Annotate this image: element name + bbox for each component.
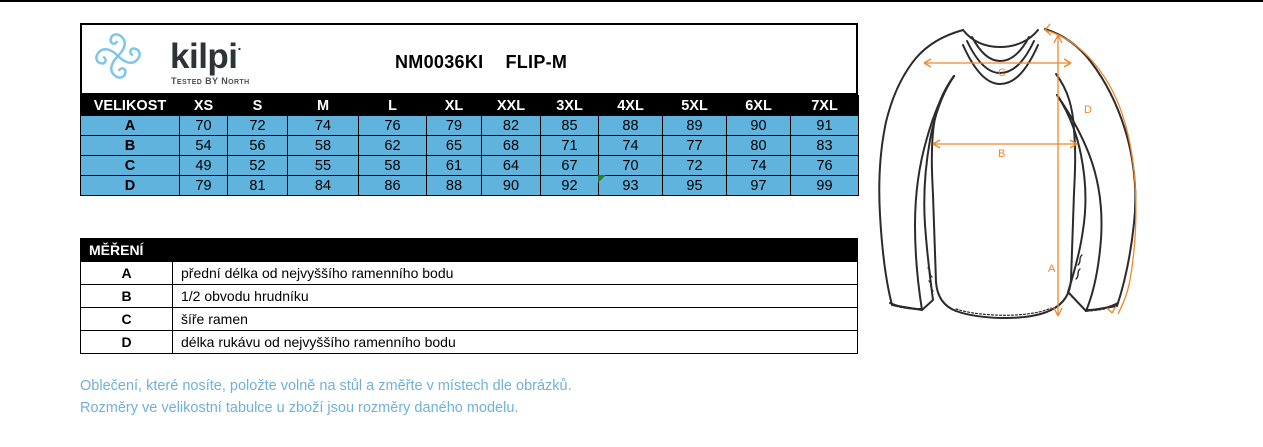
svg-text:C: C <box>998 67 1006 79</box>
svg-text:B: B <box>998 148 1005 160</box>
svg-text:A: A <box>1048 263 1056 275</box>
svg-text:D: D <box>1084 104 1092 116</box>
